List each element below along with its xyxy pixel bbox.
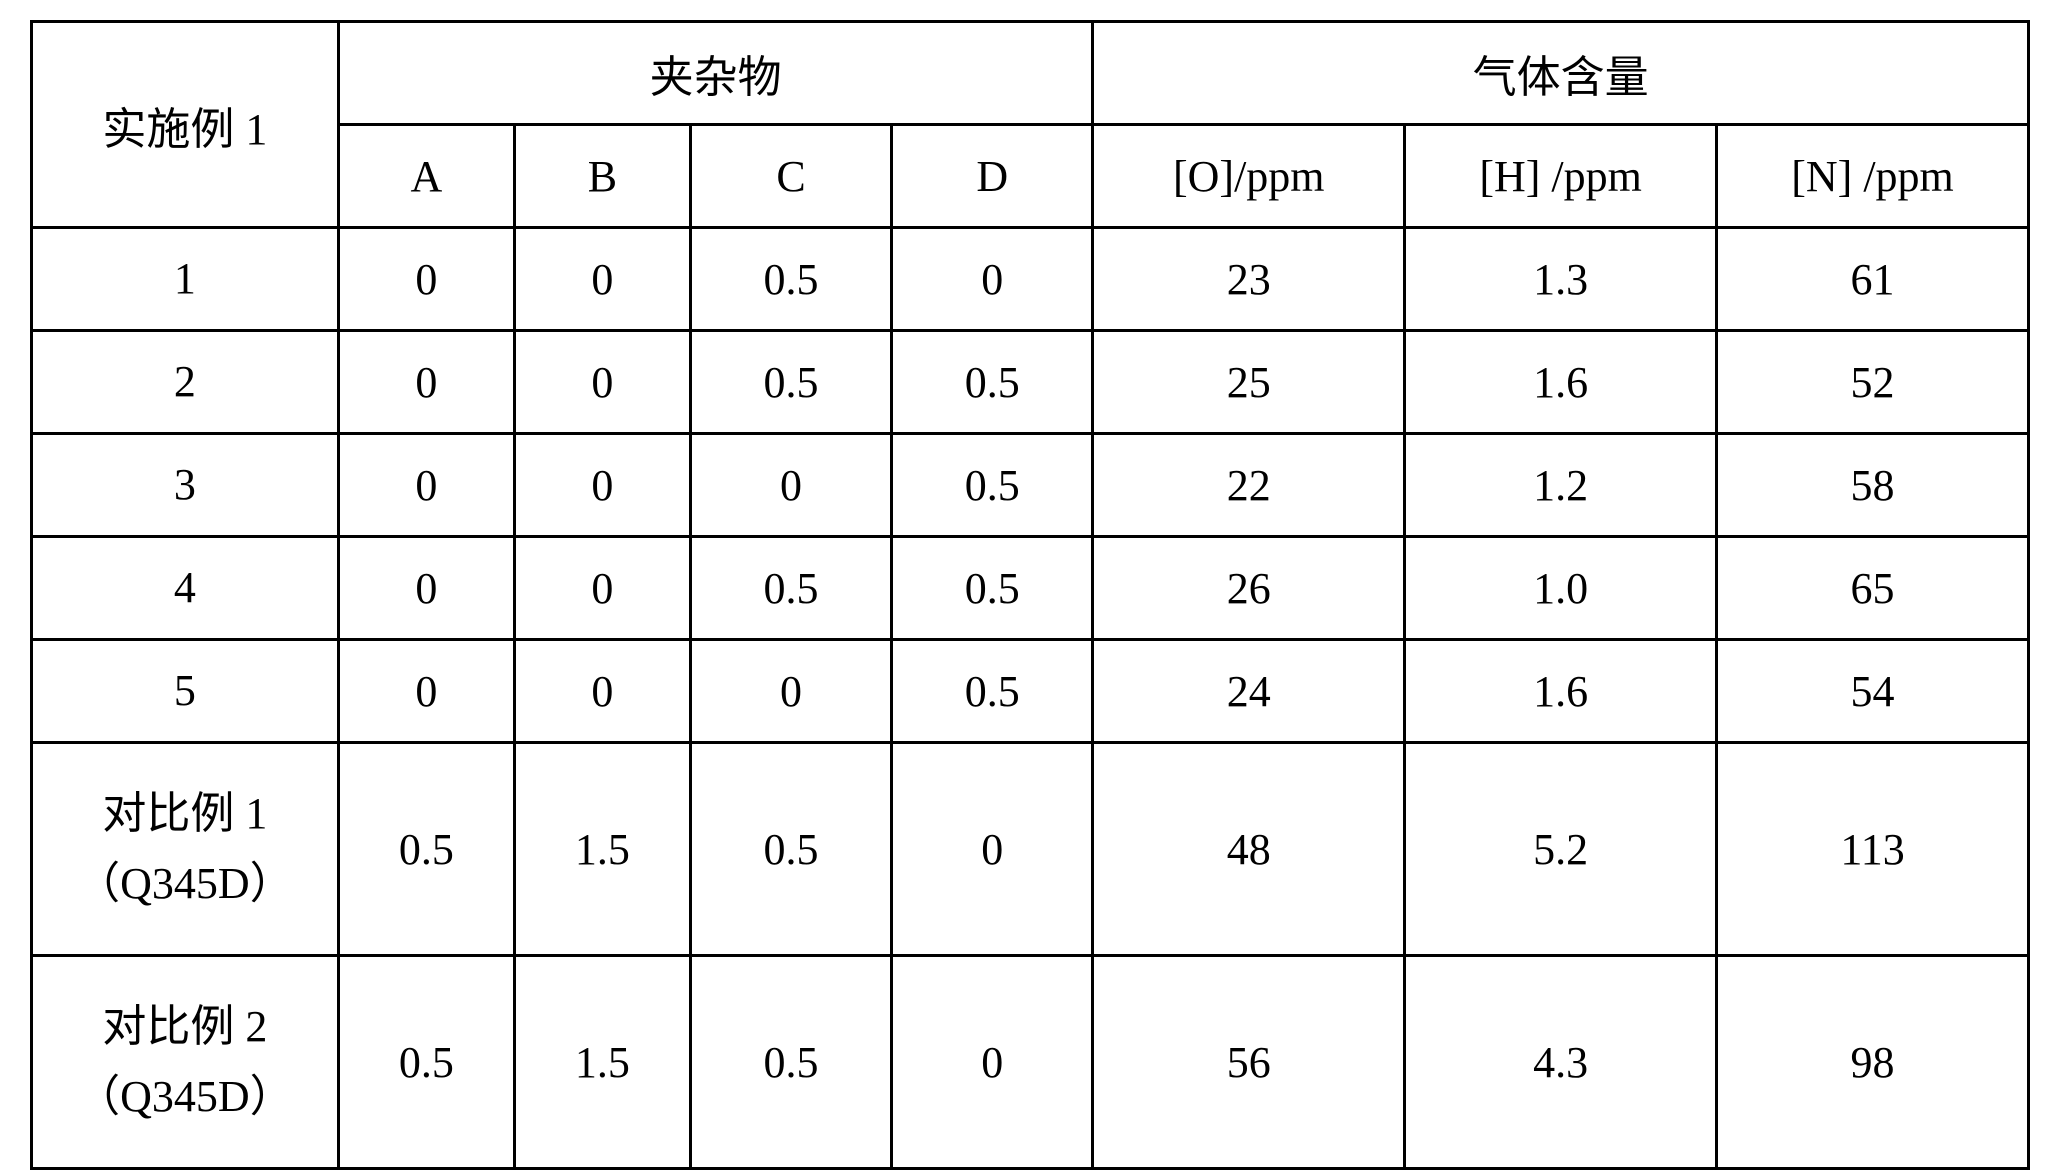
cell-O: 25 — [1093, 331, 1405, 434]
table-row: 对比例 2（Q345D）0.51.50.50564.398 — [32, 956, 2029, 1169]
group-gas-title: 气体含量 — [1093, 22, 2029, 125]
cell-C: 0.5 — [690, 956, 891, 1169]
cell-A: 0 — [338, 228, 514, 331]
cell-O: 23 — [1093, 228, 1405, 331]
cell-B: 0 — [514, 228, 690, 331]
cell-D: 0 — [892, 228, 1093, 331]
table-row: 4000.50.5261.065 — [32, 537, 2029, 640]
row-label: 2 — [32, 331, 339, 434]
table-row: 30000.5221.258 — [32, 434, 2029, 537]
cell-N: 98 — [1717, 956, 2029, 1169]
row-label: 对比例 1（Q345D） — [32, 743, 339, 956]
cell-D: 0.5 — [892, 331, 1093, 434]
row-label: 对比例 2（Q345D） — [32, 956, 339, 1169]
cell-N: 58 — [1717, 434, 2029, 537]
cell-B: 0 — [514, 640, 690, 743]
cell-D: 0.5 — [892, 537, 1093, 640]
group-inclusions-title: 夹杂物 — [338, 22, 1093, 125]
col-D: D — [892, 125, 1093, 228]
table-header: 实施例 1 夹杂物 气体含量 A B C D [O]/ppm [H] /ppm … — [32, 22, 2029, 228]
row-label: 3 — [32, 434, 339, 537]
cell-H: 1.6 — [1405, 331, 1717, 434]
header-row-1: 实施例 1 夹杂物 气体含量 — [32, 22, 2029, 125]
cell-A: 0.5 — [338, 743, 514, 956]
cell-O: 48 — [1093, 743, 1405, 956]
table-body: 1000.50231.3612000.50.5251.65230000.5221… — [32, 228, 2029, 1169]
table-row: 对比例 1（Q345D）0.51.50.50485.2113 — [32, 743, 2029, 956]
cell-H: 4.3 — [1405, 956, 1717, 1169]
cell-H: 5.2 — [1405, 743, 1717, 956]
cell-H: 1.2 — [1405, 434, 1717, 537]
table-row: 1000.50231.361 — [32, 228, 2029, 331]
inclusions-gas-table: 实施例 1 夹杂物 气体含量 A B C D [O]/ppm [H] /ppm … — [30, 20, 2030, 1170]
cell-C: 0.5 — [690, 743, 891, 956]
cell-O: 22 — [1093, 434, 1405, 537]
cell-A: 0.5 — [338, 956, 514, 1169]
cell-B: 0 — [514, 331, 690, 434]
cell-D: 0 — [892, 956, 1093, 1169]
cell-N: 61 — [1717, 228, 2029, 331]
cell-N: 113 — [1717, 743, 2029, 956]
cell-D: 0 — [892, 743, 1093, 956]
cell-C: 0.5 — [690, 228, 891, 331]
cell-B: 1.5 — [514, 956, 690, 1169]
cell-O: 24 — [1093, 640, 1405, 743]
cell-O: 56 — [1093, 956, 1405, 1169]
cell-C: 0.5 — [690, 331, 891, 434]
cell-N: 52 — [1717, 331, 2029, 434]
cell-B: 0 — [514, 434, 690, 537]
cell-B: 1.5 — [514, 743, 690, 956]
cell-A: 0 — [338, 537, 514, 640]
cell-A: 0 — [338, 331, 514, 434]
cell-N: 65 — [1717, 537, 2029, 640]
cell-C: 0 — [690, 434, 891, 537]
cell-B: 0 — [514, 537, 690, 640]
row-label: 4 — [32, 537, 339, 640]
cell-A: 0 — [338, 640, 514, 743]
cell-C: 0.5 — [690, 537, 891, 640]
cell-A: 0 — [338, 434, 514, 537]
row-label: 1 — [32, 228, 339, 331]
col-C: C — [690, 125, 891, 228]
cell-H: 1.6 — [1405, 640, 1717, 743]
row-label: 5 — [32, 640, 339, 743]
col-O: [O]/ppm — [1093, 125, 1405, 228]
col-A: A — [338, 125, 514, 228]
cell-H: 1.0 — [1405, 537, 1717, 640]
row-header-title: 实施例 1 — [32, 22, 339, 228]
cell-C: 0 — [690, 640, 891, 743]
cell-H: 1.3 — [1405, 228, 1717, 331]
col-B: B — [514, 125, 690, 228]
cell-D: 0.5 — [892, 434, 1093, 537]
col-N: [N] /ppm — [1717, 125, 2029, 228]
table-row: 50000.5241.654 — [32, 640, 2029, 743]
col-H: [H] /ppm — [1405, 125, 1717, 228]
table-row: 2000.50.5251.652 — [32, 331, 2029, 434]
cell-O: 26 — [1093, 537, 1405, 640]
cell-D: 0.5 — [892, 640, 1093, 743]
cell-N: 54 — [1717, 640, 2029, 743]
